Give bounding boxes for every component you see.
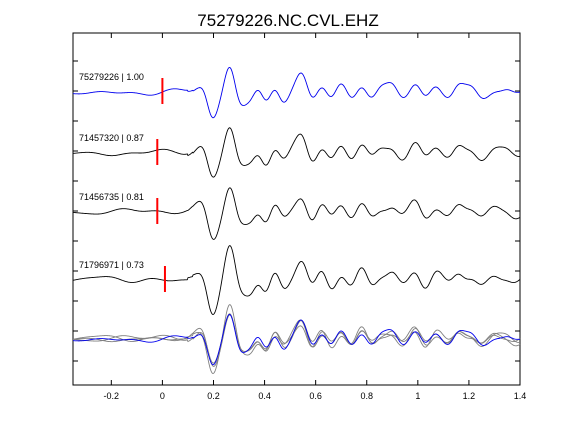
chart-title: 75279226.NC.CVL.EHZ [197, 11, 378, 30]
traces-layer [72, 66, 521, 374]
x-tick-label: 0.2 [207, 391, 220, 401]
plot-area [72, 32, 521, 386]
overlay-trace-75279226 [72, 313, 521, 366]
x-tick-label: 0.4 [258, 391, 271, 401]
trace-line-75279226 [72, 66, 521, 119]
overlay-trace-71796971 [72, 304, 521, 374]
trace-line-71457320 [72, 127, 521, 178]
trace-labels-layer: 75279226 | 1.00 71457320 | 0.87 71456735 |… [79, 72, 144, 270]
x-tick-label: 1.2 [463, 391, 476, 401]
x-tick-label: 1 [415, 391, 420, 401]
x-tick-label: 1.4 [514, 391, 527, 401]
x-tick-label: 0 [160, 391, 165, 401]
x-tick-label: 0.6 [309, 391, 322, 401]
trace-label-71457320: 71457320 | 0.87 [79, 133, 144, 143]
trace-label-75279226: 75279226 | 1.00 [79, 72, 144, 82]
trace-line-71796971 [72, 245, 521, 315]
x-tick-label: -0.2 [104, 391, 120, 401]
trace-label-71456735: 71456735 | 0.81 [79, 192, 144, 202]
trace-line-71456735 [72, 187, 521, 240]
x-tick-label: 0.8 [360, 391, 373, 401]
pick-markers-layer [156, 78, 166, 292]
trace-label-71796971: 71796971 | 0.73 [79, 260, 144, 270]
axis-ticks-layer: -0.2 0 0.2 0.4 0.6 0.8 1 1.2 1.4 [73, 33, 526, 401]
